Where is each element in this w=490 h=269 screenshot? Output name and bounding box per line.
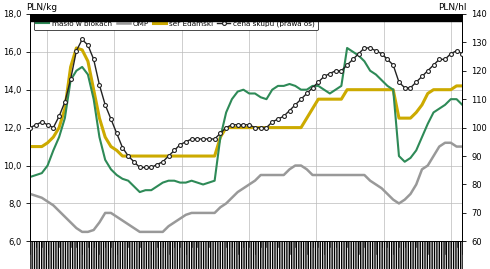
ser Edamski (68, 65, 74, 69)
cena skupu (prawa oś) (385, 58, 391, 61)
masło w blokach (310, 84, 316, 87)
OMP (258, 174, 264, 177)
masło w blokach (137, 190, 143, 194)
cena skupu (prawa oś) (460, 52, 465, 55)
ser Edamski (327, 98, 333, 101)
Bar (30, 241, 463, 269)
cena skupu (prawa oś) (79, 38, 85, 41)
OMP (79, 230, 85, 233)
OMP (442, 141, 448, 144)
OMP (27, 192, 33, 196)
masło w blokach (344, 46, 350, 49)
masło w blokach (27, 175, 33, 179)
OMP (310, 174, 316, 177)
OMP (68, 221, 74, 224)
masło w blokach (183, 181, 189, 184)
ser Edamski (385, 88, 391, 91)
cena skupu (prawa oś) (264, 126, 270, 129)
ser Edamski (264, 126, 270, 129)
ser Edamski (74, 46, 79, 49)
cena skupu (prawa oś) (327, 72, 333, 75)
masło w blokach (68, 79, 74, 82)
OMP (460, 145, 465, 148)
Line: ser Edamski: ser Edamski (30, 48, 463, 156)
ser Edamski (316, 98, 321, 101)
Line: cena skupu (prawa oś): cena skupu (prawa oś) (28, 37, 464, 169)
cena skupu (prawa oś) (137, 166, 143, 169)
masło w blokach (385, 84, 391, 87)
ser Edamski (189, 154, 195, 158)
ser Edamski (460, 84, 465, 87)
masło w blokach (321, 88, 327, 91)
ser Edamski (120, 154, 125, 158)
Line: masło w blokach: masło w blokach (30, 48, 463, 192)
masło w blokach (258, 96, 264, 99)
Text: PLN/hl: PLN/hl (438, 3, 466, 12)
Text: PLN/kg: PLN/kg (26, 3, 57, 12)
cena skupu (prawa oś) (189, 137, 195, 141)
cena skupu (prawa oś) (27, 126, 33, 129)
OMP (321, 174, 327, 177)
Line: OMP: OMP (30, 143, 463, 232)
cena skupu (prawa oś) (68, 78, 74, 81)
OMP (183, 213, 189, 217)
cena skupu (prawa oś) (316, 80, 321, 84)
Legend: masło w blokach, OMP, ser Edamski, cena skupu (prawa oś): masło w blokach, OMP, ser Edamski, cena … (34, 17, 318, 30)
OMP (379, 187, 385, 190)
masło w blokach (460, 103, 465, 107)
Bar (30, 241, 463, 269)
ser Edamski (27, 145, 33, 148)
Bar (30, 14, 463, 22)
